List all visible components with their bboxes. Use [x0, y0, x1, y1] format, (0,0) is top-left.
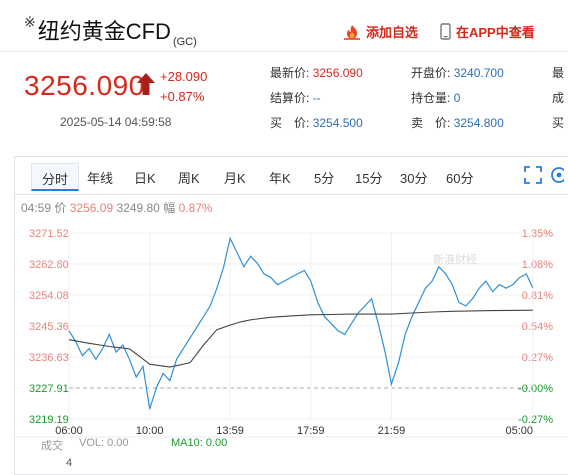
open-interest-label: 持仓量:	[411, 91, 451, 105]
volume-field: 成	[552, 91, 565, 105]
y-tick-label: 3254.08	[29, 290, 69, 302]
y-tick-label: 3271.52	[29, 228, 69, 240]
bid-price-label: 买 价:	[270, 116, 310, 130]
y-tick-label: 3219.19	[29, 414, 69, 426]
crosshair-info: 04:59 价 3256.09 3249.80 幅 0.87%	[21, 199, 213, 216]
ask-price-field: 卖 价: 3254.800	[411, 114, 504, 131]
y-tick-label: 3262.80	[29, 259, 69, 271]
bid-size-field: 买	[552, 116, 565, 130]
settle-price-value: --	[312, 91, 321, 105]
quote-timestamp: 2025-05-14 04:59:58	[60, 115, 172, 129]
quote-header: ※纽约黄金CFD (GC) 添加自选 在APP中查看	[0, 0, 568, 52]
y-tick-label: 3236.63	[29, 352, 69, 364]
tab-5min[interactable]: 5分	[314, 171, 335, 186]
tab-monthly-k[interactable]: 月K	[224, 171, 246, 186]
y-percent-label: -0.00%	[518, 383, 553, 395]
symbol-mark: ※	[24, 14, 36, 30]
latest-price-label: 最新价:	[270, 66, 310, 80]
tab-60min[interactable]: 60分	[446, 171, 474, 186]
fullscreen-icon[interactable]	[524, 166, 542, 189]
ask-price-value: 3254.800	[453, 116, 504, 130]
last-price: 3256.090	[24, 70, 145, 101]
info-amp-label: 幅	[163, 201, 176, 215]
volume-label: 成交	[41, 440, 63, 452]
watermark-text: 新浪财经	[433, 252, 477, 266]
y-percent-label: 0.81%	[522, 290, 553, 302]
average-price-line	[68, 309, 533, 368]
info-avg: 3249.80	[116, 201, 160, 215]
settle-price-label: 结算价:	[270, 91, 310, 105]
period-tabs: 分时 年线 日K 周K 月K 年K 5分 15分 30分 60分	[15, 157, 568, 195]
bid-price-field: 买 价: 3254.500	[270, 114, 363, 131]
x-tick-label: 13:59	[216, 425, 244, 437]
tab-year-line[interactable]: 年线	[87, 171, 114, 186]
x-tick-label: 06:00	[55, 425, 83, 437]
open-interest-value: 0	[453, 91, 461, 105]
open-price-value: 3240.700	[453, 66, 504, 80]
latest-price-field: 最新价: 3256.090	[270, 64, 363, 81]
info-amp: 0.87%	[178, 201, 213, 215]
view-in-app-button[interactable]: 在APP中查看	[440, 22, 535, 43]
tab-weekly-k[interactable]: 周K	[178, 171, 200, 186]
info-time: 04:59	[21, 201, 52, 215]
open-price-label: 开盘价:	[411, 66, 451, 80]
tab-yearly-k[interactable]: 年K	[269, 171, 291, 186]
ma10-indicator: MA10: 0.00	[171, 437, 228, 449]
high-price-field: 最	[552, 66, 565, 80]
bid-price-value: 3254.500	[312, 116, 363, 130]
ask-price-label: 卖 价:	[411, 116, 451, 130]
open-price-field: 开盘价: 3240.700	[411, 64, 504, 81]
add-watchlist-label: 添加自选	[366, 25, 419, 40]
x-tick-label: 21:59	[378, 425, 406, 437]
info-price: 3256.09	[69, 201, 114, 215]
price-change: +28.090	[160, 69, 208, 84]
y-tick-label: 3245.36	[29, 321, 69, 333]
instrument-title: ※纽约黄金CFD (GC)	[24, 14, 197, 48]
tab-intraday[interactable]: 分时	[31, 163, 80, 191]
up-arrow-icon	[136, 72, 156, 101]
vol-indicator: VOL: 0.00	[79, 437, 129, 449]
price-line	[68, 236, 534, 410]
flame-icon	[343, 24, 361, 43]
add-watchlist-button[interactable]: 添加自选	[343, 22, 418, 43]
settle-price-field: 结算价: --	[270, 89, 321, 106]
volume-count: 4	[66, 457, 73, 469]
latest-price-value: 3256.090	[312, 66, 363, 80]
instrument-code: (GC)	[172, 36, 197, 48]
price-change-percent: +0.87%	[160, 89, 205, 104]
quote-panel: 3256.090 +28.090 +0.87% 2025-05-14 04:59…	[0, 52, 568, 142]
intraday-chart[interactable]: 3271.52 1.35% 3262.80 1.08% 3254.08 0.81% 3245…	[15, 157, 568, 475]
tab-30min[interactable]: 30分	[400, 171, 428, 186]
info-price-label: 价	[54, 201, 67, 215]
x-tick-label: 05:00	[505, 425, 533, 437]
phone-icon	[440, 23, 451, 43]
view-in-app-label: 在APP中查看	[456, 25, 535, 40]
y-percent-label: 0.54%	[522, 321, 553, 333]
y-percent-label: 0.27%	[522, 352, 553, 364]
y-tick-label: 3227.91	[29, 383, 69, 395]
tab-15min[interactable]: 15分	[355, 171, 383, 186]
tab-daily-k[interactable]: 日K	[134, 171, 156, 186]
y-percent-label: -0.27%	[518, 414, 553, 426]
instrument-name: 纽约黄金CFD	[37, 19, 171, 44]
x-tick-label: 17:59	[297, 425, 325, 437]
open-interest-field: 持仓量: 0	[411, 89, 460, 106]
y-percent-label: 1.35%	[522, 228, 553, 240]
chart-panel: 分时 年线 日K 周K 月K 年K 5分 15分 30分 60分 04:59 价…	[14, 156, 568, 475]
y-percent-label: 1.08%	[522, 259, 553, 271]
x-tick-label: 10:00	[136, 425, 164, 437]
